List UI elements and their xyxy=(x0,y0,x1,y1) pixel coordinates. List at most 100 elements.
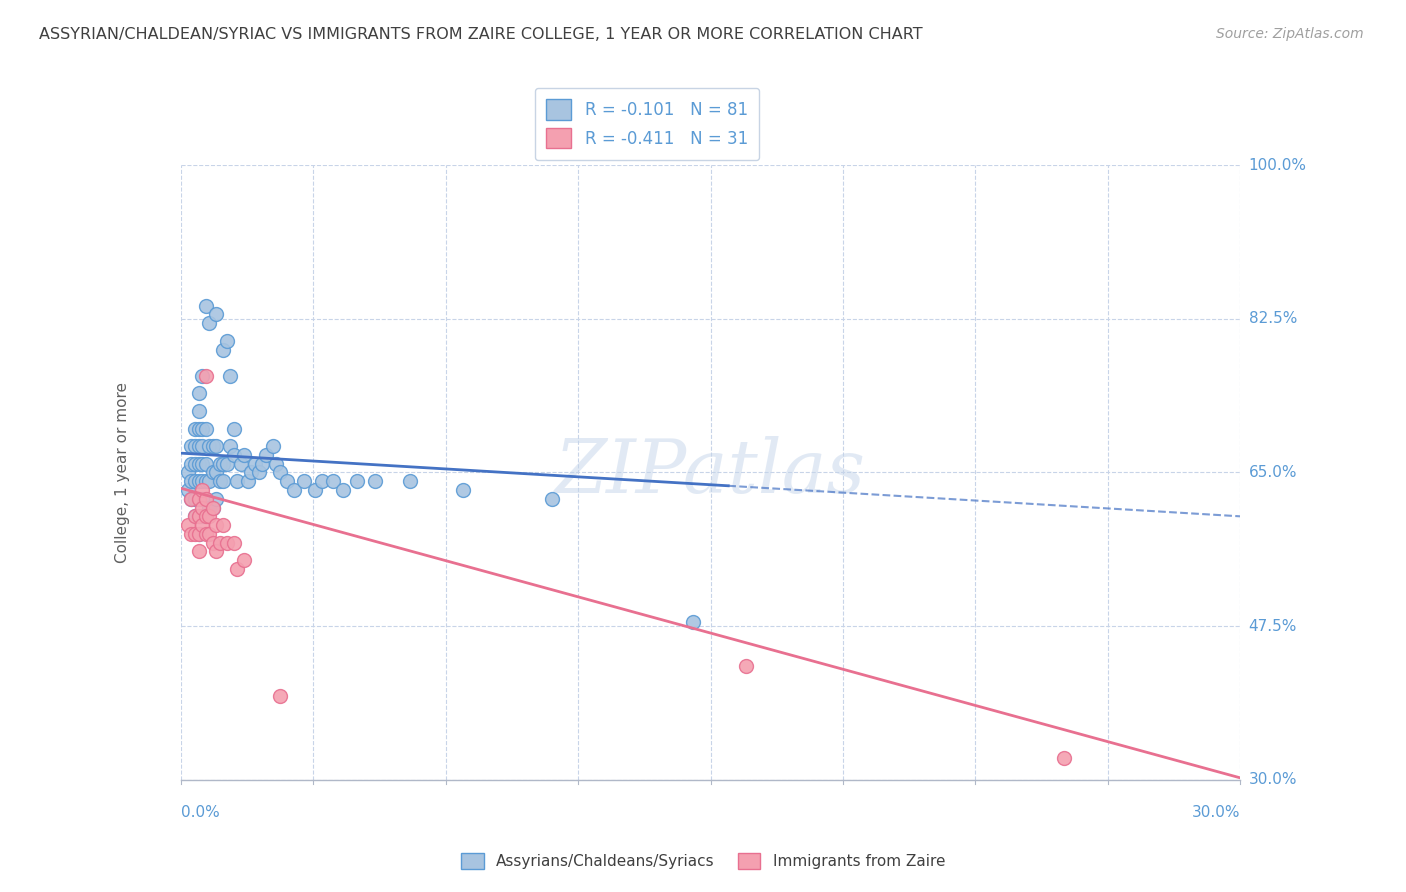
Point xyxy=(194,421,217,435)
Point xyxy=(264,457,287,471)
Point xyxy=(194,457,217,471)
Point xyxy=(222,535,245,549)
Point xyxy=(205,439,228,453)
Point xyxy=(332,483,354,497)
Point xyxy=(191,368,214,383)
Point xyxy=(180,527,202,541)
Point xyxy=(208,474,231,488)
Point xyxy=(198,527,221,541)
Point xyxy=(208,535,231,549)
Point xyxy=(191,474,214,488)
Point xyxy=(191,491,214,506)
Point xyxy=(205,466,228,480)
Point xyxy=(184,491,207,506)
Point xyxy=(187,491,209,506)
Point xyxy=(184,457,207,471)
Text: 82.5%: 82.5% xyxy=(1249,311,1296,326)
Point xyxy=(184,474,207,488)
Point xyxy=(219,439,242,453)
Point xyxy=(198,474,221,488)
Point xyxy=(191,509,214,524)
Point xyxy=(194,509,217,524)
Legend: R = -0.101   N = 81, R = -0.411   N = 31: R = -0.101 N = 81, R = -0.411 N = 31 xyxy=(534,87,759,160)
Point xyxy=(294,474,316,488)
Point xyxy=(399,474,422,488)
Point xyxy=(187,527,209,541)
Point xyxy=(236,474,259,488)
Point xyxy=(191,500,214,515)
Point xyxy=(187,509,209,524)
Point xyxy=(194,299,217,313)
Point xyxy=(229,457,252,471)
Point xyxy=(191,483,214,497)
Point xyxy=(233,553,256,567)
Point xyxy=(187,421,209,435)
Point xyxy=(180,439,202,453)
Text: College, 1 year or more: College, 1 year or more xyxy=(115,382,131,563)
Point xyxy=(205,491,228,506)
Point xyxy=(540,491,562,506)
Point xyxy=(198,509,221,524)
Point xyxy=(212,343,235,357)
Text: 30.0%: 30.0% xyxy=(1249,772,1298,787)
Point xyxy=(240,466,263,480)
Text: ASSYRIAN/CHALDEAN/SYRIAC VS IMMIGRANTS FROM ZAIRE COLLEGE, 1 YEAR OR MORE CORREL: ASSYRIAN/CHALDEAN/SYRIAC VS IMMIGRANTS F… xyxy=(39,27,922,42)
Point xyxy=(201,466,224,480)
Text: 65.0%: 65.0% xyxy=(1249,465,1298,480)
Point xyxy=(187,509,209,524)
Point xyxy=(682,615,704,629)
Point xyxy=(201,535,224,549)
Point xyxy=(198,500,221,515)
Point xyxy=(184,509,207,524)
Point xyxy=(364,474,387,488)
Point xyxy=(184,421,207,435)
Point xyxy=(187,457,209,471)
Point xyxy=(226,562,249,576)
Point xyxy=(205,544,228,558)
Point xyxy=(215,535,238,549)
Point xyxy=(198,316,221,330)
Point xyxy=(212,518,235,533)
Point xyxy=(250,457,273,471)
Point xyxy=(177,518,200,533)
Point xyxy=(191,421,214,435)
Point xyxy=(194,474,217,488)
Point xyxy=(262,439,284,453)
Point xyxy=(346,474,368,488)
Point xyxy=(184,509,207,524)
Text: 47.5%: 47.5% xyxy=(1249,618,1296,633)
Point xyxy=(269,690,291,704)
Point xyxy=(191,439,214,453)
Point xyxy=(187,527,209,541)
Point xyxy=(180,491,202,506)
Point xyxy=(208,457,231,471)
Point xyxy=(269,466,291,480)
Point xyxy=(205,518,228,533)
Point xyxy=(187,474,209,488)
Point xyxy=(201,500,224,515)
Point xyxy=(191,518,214,533)
Point xyxy=(254,448,277,462)
Point xyxy=(243,457,266,471)
Point xyxy=(322,474,344,488)
Point xyxy=(180,457,202,471)
Text: Source: ZipAtlas.com: Source: ZipAtlas.com xyxy=(1216,27,1364,41)
Point xyxy=(194,368,217,383)
Point xyxy=(304,483,326,497)
Point xyxy=(222,421,245,435)
Point xyxy=(198,439,221,453)
Point xyxy=(187,439,209,453)
Point xyxy=(187,404,209,418)
Point xyxy=(215,457,238,471)
Point xyxy=(187,544,209,558)
Point xyxy=(191,457,214,471)
Point xyxy=(187,491,209,506)
Point xyxy=(226,474,249,488)
Point xyxy=(219,368,242,383)
Point xyxy=(212,457,235,471)
Point xyxy=(311,474,333,488)
Point xyxy=(201,500,224,515)
Point xyxy=(194,491,217,506)
Point xyxy=(735,658,758,673)
Legend: Assyrians/Chaldeans/Syriacs, Immigrants from Zaire: Assyrians/Chaldeans/Syriacs, Immigrants … xyxy=(454,847,952,875)
